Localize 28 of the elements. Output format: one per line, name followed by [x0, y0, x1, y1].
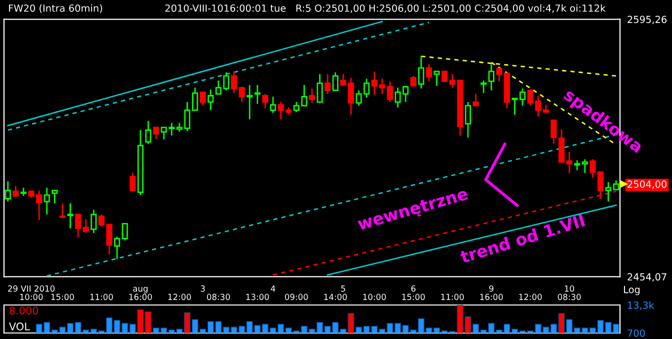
x-tick-label: 6 15:00	[402, 285, 425, 300]
y-tick-label: 2595,26	[628, 16, 667, 24]
y-axis-title: VOL	[9, 322, 30, 330]
x-tick-label: 14:00	[324, 294, 347, 300]
x-tick-label: 3	[200, 285, 205, 292]
x-tick-label: 15:00	[51, 294, 74, 300]
x-tick-label: 12:00	[168, 294, 191, 300]
y-tick-label: 700	[628, 329, 645, 337]
text: Log	[624, 286, 640, 296]
x-tick-label: 11:00	[90, 294, 113, 300]
x-tick-label: 5	[341, 286, 346, 292]
x-tick-label: 09:00	[284, 294, 308, 300]
x-tick-label: 12:00	[519, 294, 542, 300]
x-tick-label: 4	[270, 286, 276, 292]
y-tick-label: 2504,00	[628, 180, 667, 189]
annotation: trend od 1.VII	[459, 214, 586, 264]
chart-subtitle: 2010-VIII-1016:00:01 tue R:5 O:2501,00 H:2506,00 L:2501,00 C:2504,00 vol:4,7k oi:112k	[165, 4, 606, 13]
x-tick-label: 11:00	[441, 294, 464, 300]
x-tick-label: 10 08:30	[558, 285, 581, 300]
annotation: 8.000	[10, 306, 38, 314]
chart-title: FW20 (Intra 60min)	[9, 4, 102, 13]
y-tick-label: 13,3k	[628, 301, 654, 310]
x-tick-label: aug 16:00	[129, 286, 152, 300]
x-tick-label: 13:00	[246, 294, 269, 300]
x-tick-label: 10:00	[363, 294, 386, 300]
y-tick-label: 2454,07	[628, 273, 666, 282]
x-tick-label: 08:30	[206, 294, 230, 300]
x-tick-label: 9 16:00	[480, 285, 503, 300]
